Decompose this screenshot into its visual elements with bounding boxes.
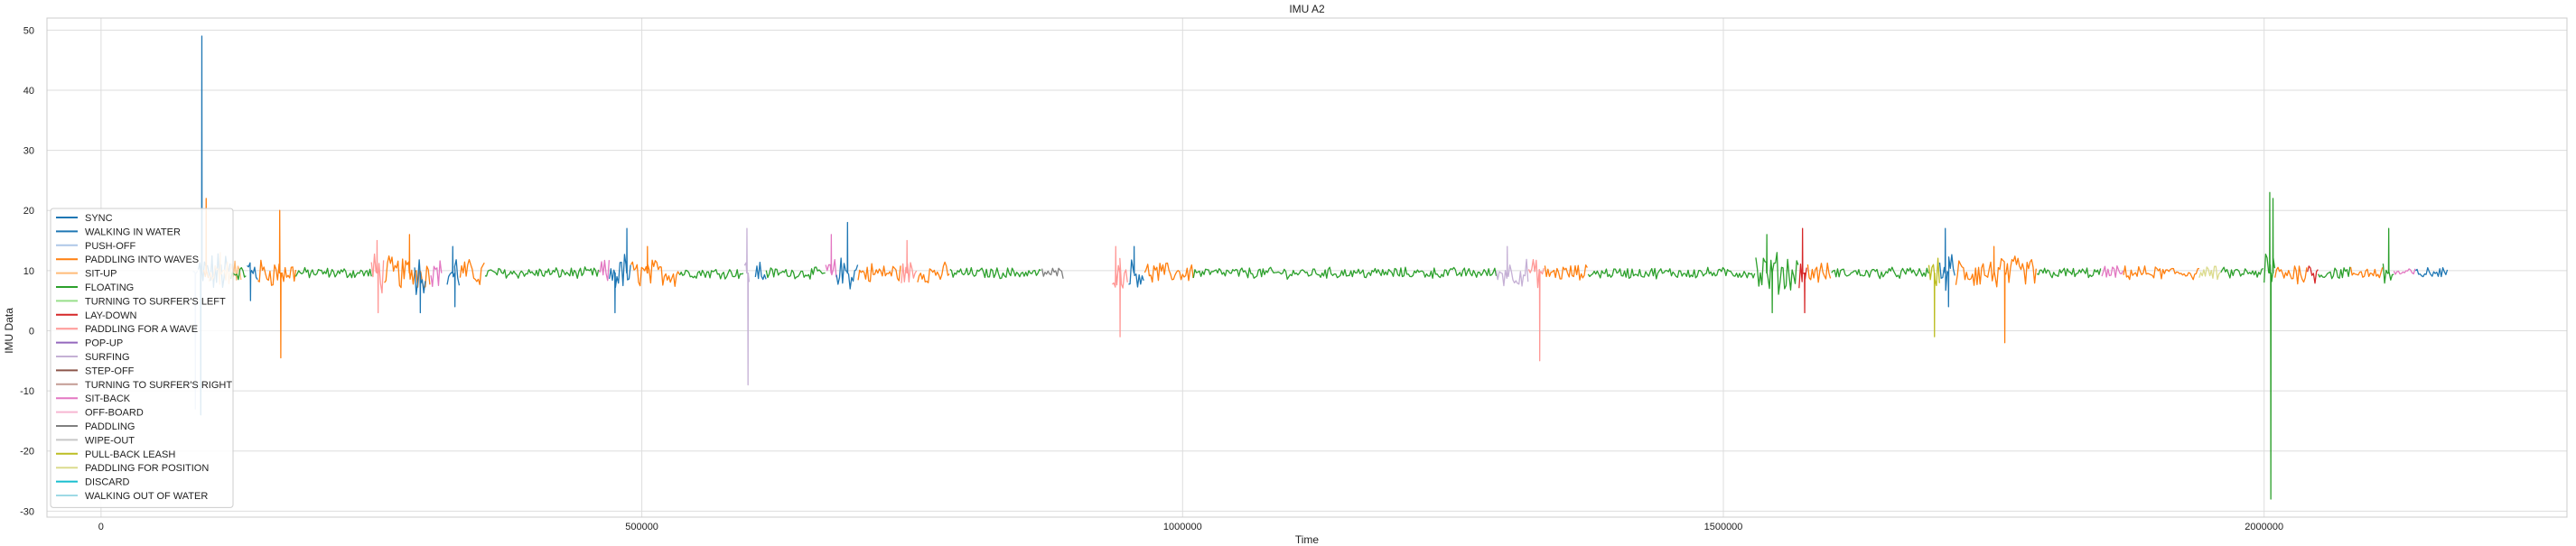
series-segment bbox=[2393, 268, 2416, 275]
y-tick-label: 20 bbox=[23, 206, 34, 217]
y-axis-label: IMU Data bbox=[3, 308, 15, 354]
series-segment bbox=[1587, 266, 1756, 280]
x-axis-label: Time bbox=[1295, 533, 1320, 546]
legend-entry: PUSH-OFF bbox=[85, 241, 136, 252]
legend: SYNC WALKING IN WATER PUSH-OFF PADDLING INT… bbox=[50, 208, 234, 508]
series-segment bbox=[2036, 267, 2102, 279]
legend-entry: SIT-UP bbox=[85, 269, 117, 280]
x-tick-label: 2000000 bbox=[2245, 522, 2283, 532]
chart-title: IMU A2 bbox=[1289, 3, 1325, 15]
series-segment bbox=[917, 261, 950, 283]
series-segment bbox=[2274, 265, 2308, 285]
legend-entry: PULL-BACK LEASH bbox=[85, 449, 175, 460]
y-tick-label: -30 bbox=[20, 506, 34, 517]
series-segment bbox=[949, 267, 1041, 280]
legend-entry: WALKING OUT OF WATER bbox=[85, 491, 208, 502]
axis-ticks: 0 500000 1000000 1500000 2000000 -30 -20 -10 0 10… bbox=[20, 25, 2283, 532]
series-segment bbox=[598, 259, 611, 282]
grid bbox=[47, 18, 2567, 517]
series-segment bbox=[1495, 245, 1529, 287]
series-segment bbox=[1755, 234, 1799, 314]
x-tick-label: 1500000 bbox=[1704, 522, 1743, 532]
legend-box bbox=[50, 208, 234, 508]
plot-frame bbox=[46, 17, 2568, 518]
series-segment bbox=[459, 259, 485, 285]
y-tick-label: 10 bbox=[23, 266, 34, 277]
series-segment bbox=[1955, 245, 2037, 344]
legend-entry: POP-UP bbox=[85, 338, 123, 349]
y-tick-label: 50 bbox=[23, 25, 34, 36]
y-tick-label: -20 bbox=[20, 447, 34, 458]
series-segment bbox=[484, 266, 600, 279]
legend-entry: TURNING TO SURFER'S LEFT bbox=[85, 296, 226, 307]
legend-entry: DISCARD bbox=[85, 477, 130, 488]
series-segment bbox=[1798, 227, 1807, 314]
series-segment bbox=[2123, 265, 2200, 281]
series-segment bbox=[2263, 191, 2276, 500]
series-segment bbox=[609, 227, 631, 314]
series-segment bbox=[2414, 266, 2449, 278]
series-segment bbox=[1938, 227, 1955, 308]
series-segment bbox=[825, 234, 837, 278]
series-segment bbox=[430, 260, 443, 288]
series-segment bbox=[2318, 266, 2351, 280]
series-segment bbox=[1527, 258, 1545, 362]
legend-entry: TURNING TO SURFER'S RIGHT bbox=[85, 380, 232, 391]
series-segment bbox=[835, 221, 859, 290]
series-segment bbox=[370, 239, 385, 314]
series-segment bbox=[1041, 267, 1064, 279]
legend-entry: FLOATING bbox=[85, 282, 134, 293]
legend-entry: SURFING bbox=[85, 352, 130, 363]
y-tick-label: -10 bbox=[20, 386, 34, 397]
series-segment bbox=[1544, 264, 1588, 281]
legend-entry: STEP-OFF bbox=[85, 366, 135, 376]
x-tick-label: 0 bbox=[98, 522, 104, 532]
series-segment bbox=[1112, 245, 1128, 338]
y-tick-label: 30 bbox=[23, 146, 34, 157]
series-segment bbox=[446, 245, 461, 308]
legend-entry: OFF-BOARD bbox=[85, 408, 144, 419]
series-segment bbox=[2220, 266, 2264, 279]
series-segment bbox=[2382, 227, 2394, 284]
series-segment bbox=[2306, 265, 2319, 284]
legend-entry: WALKING IN WATER bbox=[85, 227, 181, 237]
series-segment bbox=[257, 209, 297, 359]
x-tick-label: 500000 bbox=[625, 522, 658, 532]
series-segment bbox=[765, 266, 826, 280]
legend-entry: PADDLING FOR POSITION bbox=[85, 463, 209, 474]
series-segment bbox=[901, 239, 918, 283]
series-segment bbox=[294, 266, 372, 279]
series-segment bbox=[1128, 245, 1144, 288]
series-segment bbox=[1806, 262, 1832, 283]
series-segment bbox=[1831, 266, 1929, 280]
series-segment bbox=[678, 269, 744, 280]
series-segment bbox=[384, 234, 431, 289]
legend-entry: SIT-BACK bbox=[85, 393, 131, 404]
legend-entry: LAY-DOWN bbox=[85, 310, 137, 321]
series-segment bbox=[1192, 266, 1498, 280]
series-segment bbox=[247, 262, 258, 301]
x-tick-label: 1000000 bbox=[1163, 522, 1202, 532]
y-tick-label: 40 bbox=[23, 86, 34, 97]
series-segment bbox=[2349, 266, 2384, 279]
legend-entry: PADDLING INTO WAVES bbox=[85, 254, 199, 265]
legend-entry: PADDLING bbox=[85, 421, 135, 432]
series-segment bbox=[1143, 262, 1194, 283]
series-segment bbox=[2101, 264, 2124, 278]
series-segment bbox=[630, 245, 680, 287]
series-segment bbox=[857, 263, 901, 282]
series-segment bbox=[754, 261, 767, 281]
legend-entry: WIPE-OUT bbox=[85, 435, 135, 446]
legend-entry: SYNC bbox=[85, 213, 113, 224]
series-segment bbox=[414, 259, 426, 314]
y-tick-label: 0 bbox=[29, 326, 34, 337]
series-segment bbox=[743, 227, 751, 386]
legend-entry: PADDLING FOR A WAVE bbox=[85, 324, 198, 335]
series-segment bbox=[2198, 265, 2221, 281]
series-segment bbox=[1927, 257, 1940, 338]
